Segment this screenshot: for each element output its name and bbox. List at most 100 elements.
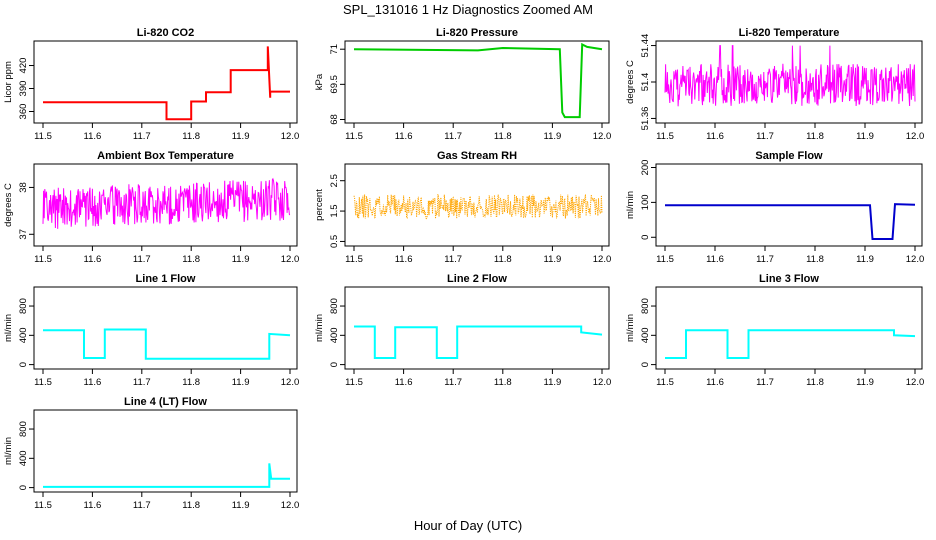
series-line — [354, 325, 603, 359]
y-axis-label: ml/min — [625, 314, 636, 342]
series-line — [43, 463, 290, 488]
x-tick-label: 11.9 — [232, 254, 250, 265]
x-tick-label: 11.7 — [133, 254, 151, 265]
series-line — [664, 45, 916, 107]
y-tick-label: 2.5 — [329, 174, 340, 187]
series-line — [353, 194, 603, 220]
x-tick-label: 12.0 — [593, 254, 612, 265]
x-tick-label: 11.6 — [84, 377, 102, 388]
x-tick-label: 11.5 — [656, 377, 674, 388]
y-tick-label: 0 — [18, 485, 29, 490]
y-tick-label: 0 — [640, 362, 651, 367]
y-tick-label: 0.5 — [329, 235, 340, 248]
x-tick-label: 11.5 — [34, 254, 52, 265]
series-group — [354, 325, 603, 359]
y-tick-label: 400 — [18, 327, 29, 343]
x-tick-label: 11.5 — [34, 500, 52, 511]
y-tick-label: 38 — [18, 182, 29, 193]
x-tick-label: 11.8 — [494, 254, 512, 265]
x-tick-label: 12.0 — [906, 254, 925, 265]
x-tick-label: 12.0 — [281, 131, 300, 142]
y-axis-label: Licor ppm — [3, 61, 14, 103]
x-tick-label: 11.7 — [444, 131, 462, 142]
y-axis-label: ml/min — [314, 314, 325, 342]
series-line — [42, 177, 291, 229]
y-axis-label: percent — [314, 189, 325, 221]
x-tick-label: 11.8 — [806, 377, 824, 388]
y-axis-label: ml/min — [3, 314, 14, 342]
x-tick-label: 11.8 — [494, 377, 512, 388]
y-tick-label: 100 — [640, 194, 651, 210]
plot-frame — [344, 40, 610, 124]
series-line — [665, 203, 916, 240]
x-tick-label: 11.6 — [84, 131, 102, 142]
y-tick-label: 800 — [640, 298, 651, 314]
series-line — [353, 42, 603, 119]
series-group — [353, 194, 603, 220]
panel-line1: Line 1 Flow 11.5 11.6 11.7 11.8 11.9 12.0 0 400 8… — [3, 273, 299, 388]
x-tick-label: 12.0 — [281, 377, 300, 388]
y-tick-label: 37 — [18, 229, 29, 240]
panel-title: Ambient Box Temperature — [97, 150, 234, 162]
x-tick-label: 11.9 — [544, 377, 562, 388]
x-tick-label: 11.9 — [856, 131, 874, 142]
x-tick-label: 11.7 — [756, 377, 774, 388]
plot-frame — [344, 163, 610, 247]
figure-title: SPL_131016 1 Hz Diagnostics Zoomed AM — [343, 2, 593, 17]
series-line — [43, 328, 291, 360]
x-tick-label: 11.8 — [182, 500, 200, 511]
plot-frame — [33, 40, 298, 124]
y-axis-label: degrees C — [3, 183, 14, 227]
y-tick-label: 420 — [18, 58, 29, 74]
x-tick-label: 11.7 — [444, 377, 462, 388]
plot-frame — [655, 286, 923, 370]
figure-xlabel: Hour of Day (UTC) — [414, 518, 522, 533]
x-tick-label: 11.5 — [656, 254, 674, 265]
y-tick-label: 1.5 — [329, 204, 340, 217]
plot-frame — [655, 163, 923, 247]
x-tick-label: 12.0 — [281, 254, 300, 265]
x-tick-label: 12.0 — [593, 377, 612, 388]
y-tick-label: 69.5 — [329, 75, 340, 94]
panel-line2: Line 2 Flow 11.5 11.6 11.7 11.8 11.9 12.0 0 400 8… — [314, 273, 611, 388]
panel-title: Line 3 Flow — [759, 273, 819, 285]
x-tick-label: 11.6 — [395, 254, 413, 265]
x-tick-label: 11.9 — [232, 377, 250, 388]
x-tick-label: 11.9 — [232, 131, 250, 142]
panel-rh: Gas Stream RH 11.5 11.6 11.7 11.8 11.9 12.0 0.5… — [314, 150, 611, 265]
x-tick-label: 11.7 — [133, 500, 151, 511]
x-tick-label: 11.6 — [395, 131, 413, 142]
x-tick-label: 11.9 — [232, 500, 250, 511]
x-tick-label: 11.8 — [182, 254, 200, 265]
y-tick-label: 800 — [18, 421, 29, 437]
x-tick-label: 12.0 — [281, 500, 300, 511]
x-tick-label: 11.8 — [182, 131, 200, 142]
x-tick-label: 12.0 — [906, 377, 925, 388]
panel-title: Sample Flow — [755, 150, 823, 162]
y-tick-label: 400 — [329, 327, 340, 343]
panel-line4: Line 4 (LT) Flow 11.5 11.6 11.7 11.8 11.9 12.0… — [3, 396, 299, 511]
x-tick-label: 11.6 — [84, 254, 102, 265]
y-tick-label: 68 — [329, 114, 340, 125]
panel-title: Line 4 (LT) Flow — [124, 396, 207, 408]
series-group — [664, 45, 916, 107]
y-axis-label: ml/min — [625, 191, 636, 219]
panels-group: Li-820 CO2 11.5 11.6 11.7 11.8 11.9 12.0 360 390… — [3, 27, 924, 511]
x-tick-label: 11.5 — [345, 254, 363, 265]
y-tick-label: 800 — [18, 298, 29, 314]
x-tick-label: 11.7 — [133, 131, 151, 142]
y-axis-label: kPa — [314, 73, 325, 90]
x-tick-label: 11.8 — [806, 254, 824, 265]
y-tick-label: 0 — [640, 235, 651, 240]
y-tick-label: 800 — [329, 298, 340, 314]
y-tick-label: 51.4 — [640, 73, 651, 92]
y-tick-label: 200 — [640, 160, 651, 176]
y-tick-label: 0 — [18, 362, 29, 367]
panel-line3: Line 3 Flow 11.5 11.6 11.7 11.8 11.9 12.0 0 400 8… — [625, 273, 924, 388]
series-group — [665, 329, 916, 359]
series-group — [43, 328, 291, 360]
plot-frame — [33, 409, 298, 493]
x-tick-label: 11.7 — [756, 254, 774, 265]
panel-title: Li-820 Pressure — [436, 27, 518, 39]
panel-pressure: Li-820 Pressure 11.5 11.6 11.7 11.8 11.9 12.0 6… — [314, 27, 611, 142]
